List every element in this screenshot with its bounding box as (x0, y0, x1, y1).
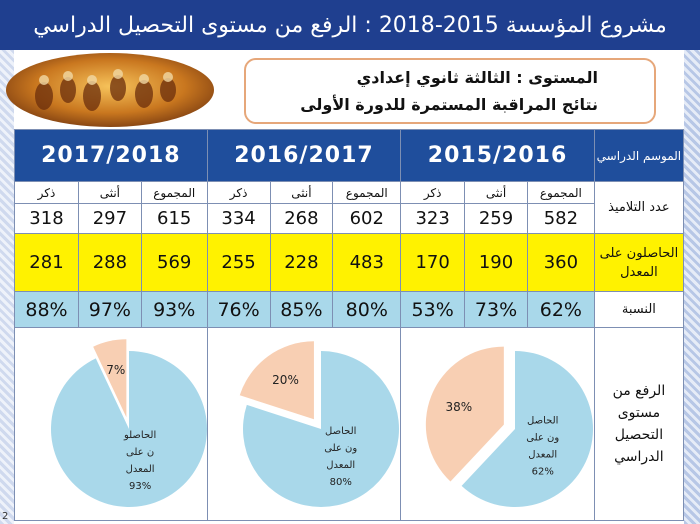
pie-label-passed: ون على (526, 433, 559, 444)
year-header: 2016/2017 (206, 129, 402, 182)
pie-cell: 20% الحاصل ون على المعدل 80% (206, 327, 402, 521)
table-cell: 88% (14, 291, 79, 328)
table-cell: 288 (77, 233, 142, 292)
table-cell: 259 (464, 203, 528, 234)
sub-header-female: أنثى (269, 181, 334, 204)
ratio-label: النسبة (593, 291, 685, 328)
pie-chart-2016-2017: 20% الحاصل ون على المعدل 80% (239, 341, 400, 507)
level-line: المستوى : الثالثة ثانوي إعدادي (356, 68, 598, 87)
table-cell: 228 (269, 233, 334, 292)
pie-slice-other (239, 341, 315, 420)
table-cell: 297 (77, 203, 142, 234)
results-line: نتائج المراقبة المستمرة للدورة الأولى (300, 95, 598, 114)
pie-label-passed: الحاصلو (123, 430, 156, 441)
decorative-border-right (684, 50, 700, 524)
sub-header-total: المجموع (140, 181, 208, 204)
improvement-label: الرفع من مستوى التحصيل الدراسي (593, 327, 685, 521)
pie-label-passed: ن على (126, 447, 154, 458)
decorative-border-left (0, 50, 14, 524)
pie-slice-passed (50, 351, 207, 507)
sub-header-male: ذكر (14, 181, 79, 204)
pie-label-other: 20% (272, 373, 299, 387)
pie-cell: 7% الحاصلو ن على المعدل 93% (14, 327, 208, 521)
pie-label-other: 7% (106, 363, 125, 377)
students-label: عدد التلاميذ (593, 181, 685, 234)
pie-chart-2017-2018: 7% الحاصلو ن على المعدل 93% (50, 339, 207, 507)
pie-chart-2015-2016: 38% الحاصل ون على المعدل 62% (425, 346, 593, 507)
table-cell: 85% (269, 291, 334, 328)
year-header: 2015/2016 (400, 129, 595, 182)
table-cell: 483 (332, 233, 402, 292)
table-cell: 268 (269, 203, 334, 234)
table-cell: 170 (400, 233, 466, 292)
page-title: مشروع المؤسسة 2015-2018 : الرفع من مستوى… (0, 0, 700, 50)
pie-slice-other (425, 346, 504, 482)
table-cell: 582 (526, 203, 595, 234)
pie-slice-passed (243, 351, 400, 507)
pie-slice-other (92, 339, 127, 418)
sub-header-total: المجموع (332, 181, 402, 204)
pie-label-passed: 62% (531, 467, 553, 478)
table-cell: 318 (14, 203, 79, 234)
table-cell: 602 (332, 203, 402, 234)
sub-header-female: أنثى (77, 181, 142, 204)
sub-header-male: ذكر (206, 181, 271, 204)
pie-label-passed: 93% (129, 481, 151, 492)
level-info-box: المستوى : الثالثة ثانوي إعدادي نتائج الم… (244, 58, 656, 124)
table-cell: 97% (77, 291, 142, 328)
table-cell: 190 (464, 233, 528, 292)
table-cell: 93% (140, 291, 208, 328)
table-cell: 615 (140, 203, 208, 234)
pie-label-passed: 80% (330, 477, 352, 488)
school-activity-photo (6, 53, 214, 127)
season-header: الموسم الدراسي (593, 129, 685, 182)
table-cell: 334 (206, 203, 271, 234)
pie-label-other: 38% (445, 400, 472, 414)
pie-label-passed: المعدل (327, 460, 356, 471)
pie-slice-passed (461, 351, 593, 507)
table-cell: 76% (206, 291, 271, 328)
results-table: الموسم الدراسي 2015/2016 2016/2017 2017/… (14, 129, 685, 521)
table-cell: 62% (526, 291, 595, 328)
table-cell: 323 (400, 203, 466, 234)
table-cell: 53% (400, 291, 466, 328)
pie-label-passed: الحاصل (527, 416, 558, 427)
pie-label-passed: ون على (325, 443, 358, 454)
sub-header-female: أنثى (464, 181, 528, 204)
table-cell: 73% (464, 291, 528, 328)
sub-header-male: ذكر (400, 181, 466, 204)
table-cell: 80% (332, 291, 402, 328)
passed-label: الحاصلون على المعدل (593, 233, 685, 292)
pie-label-passed: المعدل (528, 450, 557, 461)
table-cell: 255 (206, 233, 271, 292)
page-number: 2 (2, 511, 9, 522)
year-header: 2017/2018 (14, 129, 208, 182)
pie-cell: 38% الحاصل ون على المعدل 62% (400, 327, 595, 521)
table-cell: 281 (14, 233, 79, 292)
pie-label-passed: المعدل (125, 464, 154, 475)
pie-label-passed: الحاصل (325, 426, 356, 437)
table-cell: 360 (526, 233, 595, 292)
table-cell: 569 (140, 233, 208, 292)
sub-header-total: المجموع (526, 181, 595, 204)
